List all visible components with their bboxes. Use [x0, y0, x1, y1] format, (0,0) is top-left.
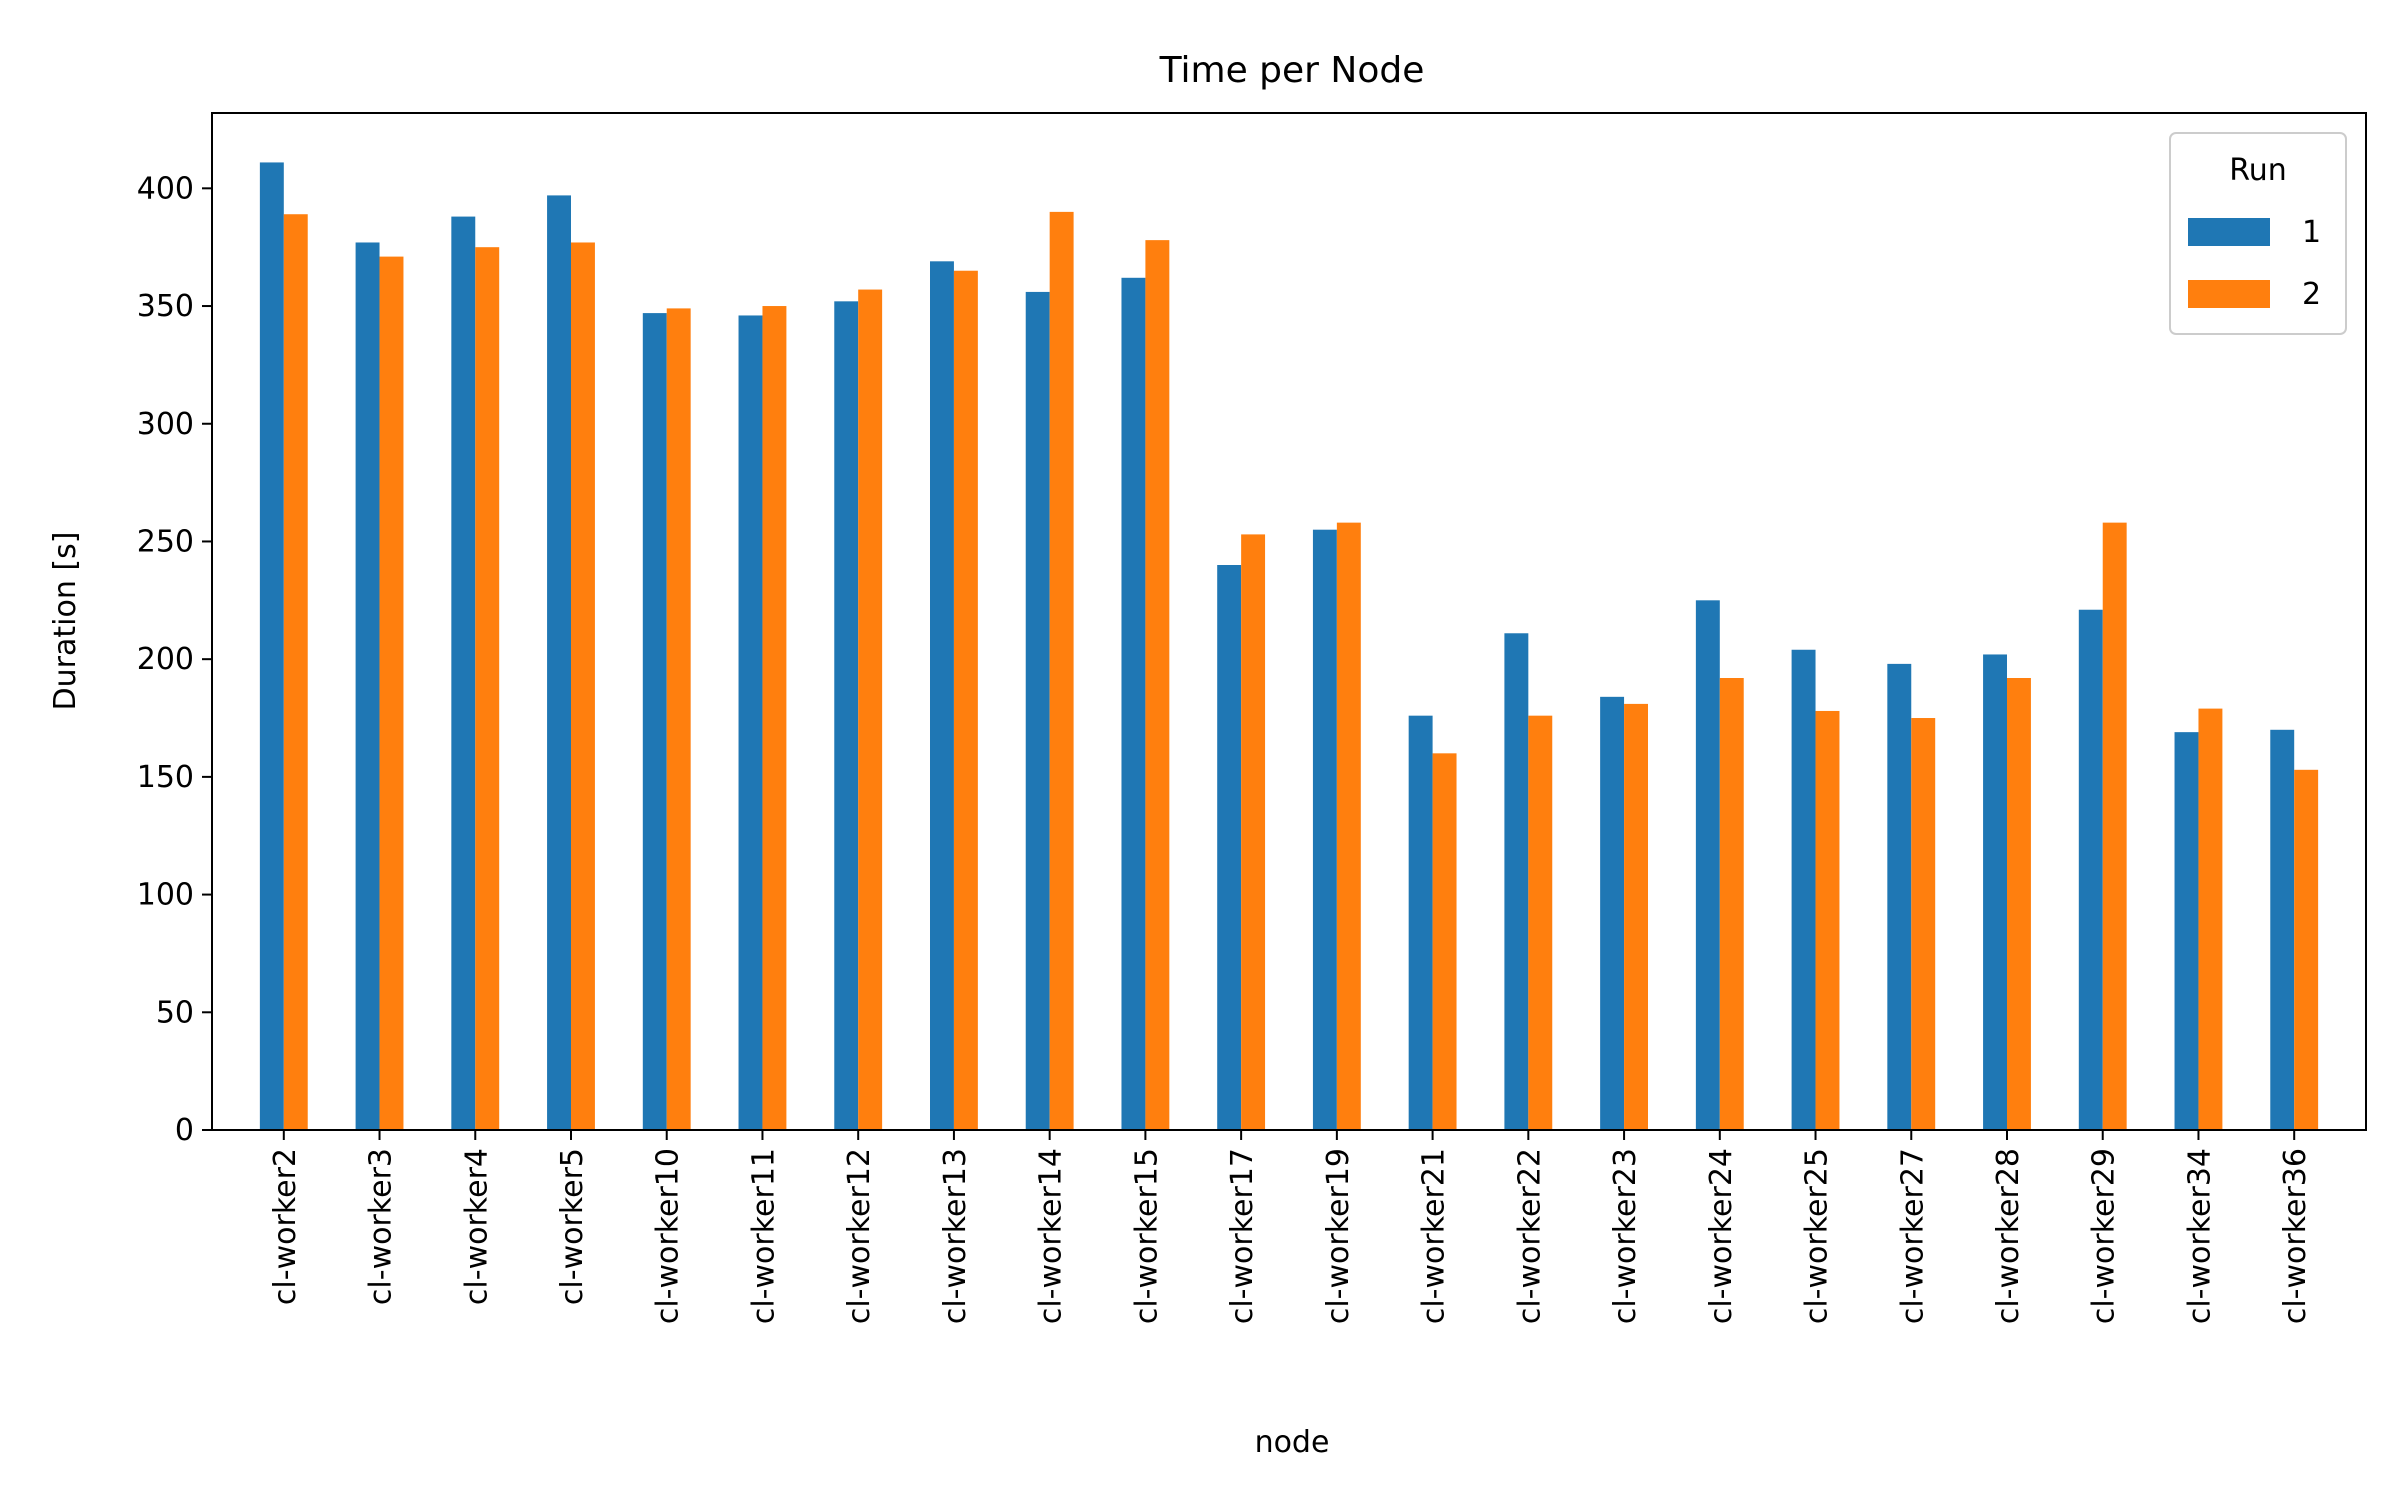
- legend-title: Run: [2229, 153, 2287, 188]
- bar-cl-worker21-run-2: [1432, 753, 1457, 1130]
- bar-cl-worker21-run-1: [1408, 715, 1433, 1130]
- bar-cl-worker17-run-1: [1217, 565, 1242, 1130]
- bar-cl-worker4-run-2: [475, 247, 500, 1130]
- x-tick-label-cl-worker27: cl-worker27: [1895, 1148, 1930, 1324]
- x-axis: cl-worker2 cl-worker3 cl-worker4 cl-worker5…: [268, 1130, 2313, 1324]
- bar-cl-worker11-run-2: [762, 306, 787, 1130]
- x-tick-label-cl-worker4: cl-worker4: [459, 1148, 494, 1305]
- x-tick-label-cl-worker15: cl-worker15: [1129, 1148, 1164, 1324]
- bar-cl-worker13-run-2: [953, 270, 978, 1131]
- y-tick-label-300: 300: [137, 407, 194, 442]
- bar-cl-worker23-run-2: [1624, 703, 1648, 1130]
- bar-cl-worker28-run-1: [1983, 654, 2007, 1130]
- y-tick-label-400: 400: [137, 171, 194, 206]
- bar-cl-worker22-run-1: [1504, 633, 1529, 1130]
- legend: Run 1 2: [2169, 132, 2347, 335]
- x-axis-label: node: [1255, 1425, 1330, 1460]
- y-tick-label-200: 200: [137, 642, 194, 677]
- bar-cl-worker13-run-1: [930, 261, 954, 1130]
- bar-cl-worker29-run-1: [2078, 609, 2103, 1130]
- plot-frame: [211, 112, 2367, 1131]
- bar-cl-worker27-run-2: [1911, 718, 1936, 1130]
- y-tick-label-150: 150: [137, 760, 194, 795]
- x-tick-label-cl-worker28: cl-worker28: [1991, 1148, 2026, 1324]
- x-tick-label-cl-worker34: cl-worker34: [2182, 1148, 2217, 1324]
- bar-cl-worker3-run-2: [379, 256, 404, 1131]
- x-tick-label-cl-worker21: cl-worker21: [1417, 1148, 1452, 1324]
- bar-cl-worker10-run-2: [666, 308, 691, 1130]
- x-tick-label-cl-worker22: cl-worker22: [1512, 1148, 1547, 1324]
- bar-cl-worker25-run-1: [1791, 649, 1816, 1130]
- x-tick-label-cl-worker10: cl-worker10: [651, 1148, 686, 1324]
- bar-cl-worker29-run-2: [2102, 522, 2127, 1131]
- bar-cl-worker25-run-2: [1815, 710, 1840, 1130]
- y-axis: 0 50 100 150 200 250 300 350 400: [137, 171, 212, 1148]
- bar-cl-worker24-run-2: [1719, 678, 1744, 1130]
- bar-cl-worker10-run-1: [642, 313, 667, 1131]
- y-tick-label-50: 50: [156, 995, 194, 1030]
- legend-label-run-1: 1: [2302, 215, 2321, 250]
- x-tick-label-cl-worker12: cl-worker12: [842, 1148, 877, 1324]
- y-tick-label-100: 100: [137, 878, 194, 913]
- x-tick-label-cl-worker23: cl-worker23: [1608, 1148, 1643, 1324]
- x-tick-label-cl-worker2: cl-worker2: [268, 1148, 303, 1305]
- bar-cl-worker36-run-2: [2294, 769, 2319, 1130]
- legend-label-run-2: 2: [2302, 277, 2321, 312]
- bar-cl-worker4-run-1: [451, 216, 476, 1130]
- bar-cl-worker5-run-2: [571, 242, 595, 1131]
- x-tick-label-cl-worker19: cl-worker19: [1321, 1148, 1356, 1324]
- x-tick-label-cl-worker24: cl-worker24: [1704, 1148, 1739, 1324]
- bar-cl-worker28-run-2: [2007, 678, 2031, 1130]
- x-tick-label-cl-worker25: cl-worker25: [1800, 1148, 1835, 1324]
- legend-swatch-run-1: [2188, 218, 2270, 246]
- bar-cl-worker34-run-1: [2174, 732, 2199, 1130]
- y-tick-label-0: 0: [175, 1113, 194, 1148]
- bar-cl-worker34-run-2: [2198, 708, 2223, 1130]
- y-axis-label: Duration [s]: [48, 532, 83, 711]
- x-tick-label-cl-worker11: cl-worker11: [746, 1148, 781, 1324]
- bar-cl-worker24-run-1: [1695, 600, 1720, 1130]
- bar-cl-worker5-run-1: [547, 195, 571, 1130]
- bar-cl-worker3-run-1: [355, 242, 380, 1131]
- bar-cl-worker19-run-1: [1312, 529, 1337, 1130]
- bar-cl-worker15-run-2: [1145, 240, 1170, 1131]
- bar-cl-worker17-run-2: [1241, 534, 1266, 1130]
- bar-cl-worker23-run-1: [1600, 696, 1625, 1130]
- bar-cl-worker2-run-2: [283, 214, 308, 1131]
- bar-cl-worker15-run-1: [1121, 277, 1146, 1130]
- x-tick-label-cl-worker14: cl-worker14: [1034, 1148, 1069, 1324]
- bars-layer: [259, 162, 2319, 1131]
- y-tick-label-350: 350: [137, 289, 194, 324]
- bar-cl-worker27-run-1: [1887, 663, 1912, 1131]
- x-tick-label-cl-worker36: cl-worker36: [2278, 1148, 2313, 1324]
- bar-cl-worker12-run-1: [834, 301, 859, 1131]
- x-tick-label-cl-worker13: cl-worker13: [938, 1148, 973, 1324]
- legend-swatch-run-2: [2188, 280, 2270, 308]
- x-tick-label-cl-worker3: cl-worker3: [364, 1148, 399, 1305]
- bar-cl-worker14-run-1: [1025, 291, 1050, 1130]
- bar-cl-worker11-run-1: [738, 315, 763, 1131]
- bar-cl-worker12-run-2: [858, 289, 883, 1130]
- bar-cl-worker36-run-1: [2270, 729, 2295, 1130]
- x-tick-label-cl-worker29: cl-worker29: [2087, 1148, 2122, 1324]
- bar-cl-worker19-run-2: [1336, 522, 1361, 1131]
- x-tick-label-cl-worker5: cl-worker5: [555, 1148, 590, 1305]
- y-tick-label-250: 250: [137, 524, 194, 559]
- chart-title: Time per Node: [1159, 50, 1425, 91]
- bar-cl-worker2-run-1: [259, 162, 284, 1130]
- bar-cl-worker14-run-2: [1049, 211, 1074, 1131]
- x-tick-label-cl-worker17: cl-worker17: [1225, 1148, 1260, 1324]
- bar-cl-worker22-run-2: [1528, 715, 1553, 1130]
